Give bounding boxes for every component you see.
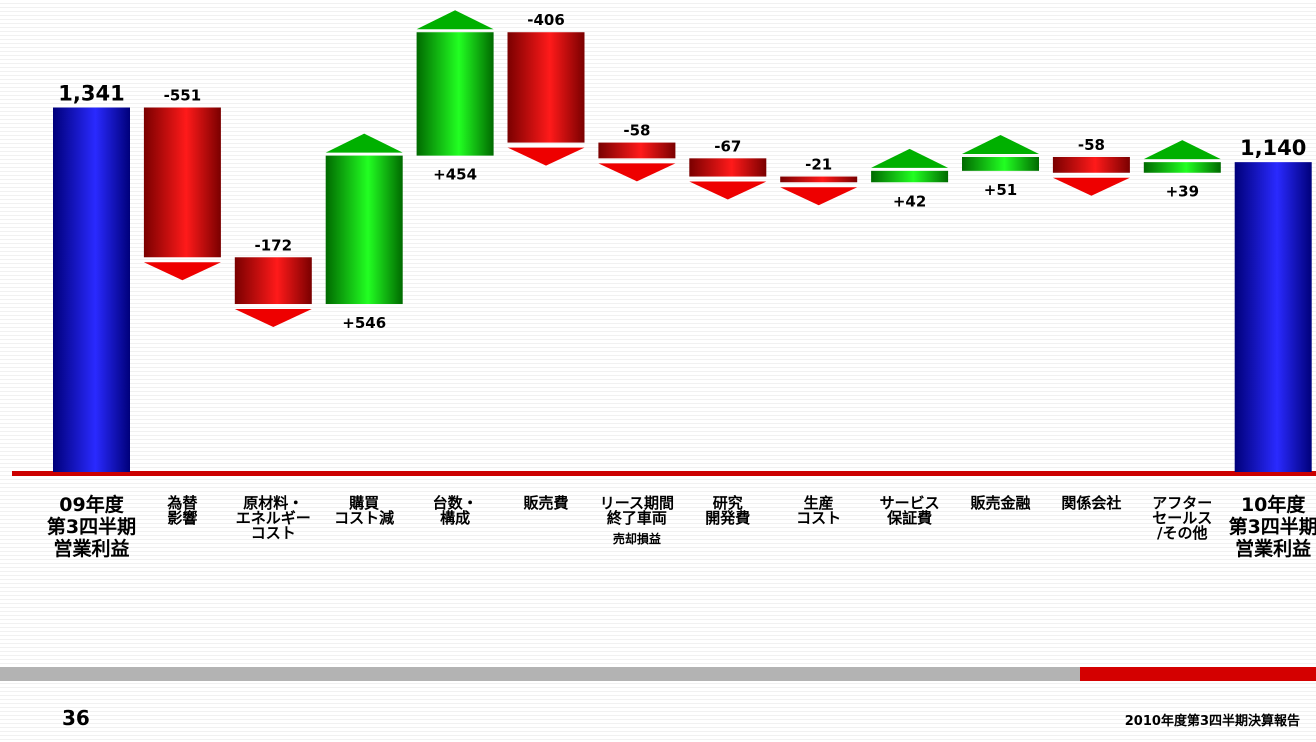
bar-decrease-7 <box>689 158 767 177</box>
category-text-5: 販売費 <box>523 494 569 512</box>
category-text-12: アフター セールス /その他 <box>1152 494 1213 542</box>
arrow-down-7 <box>689 181 767 200</box>
arrow-down-2 <box>234 309 312 328</box>
data-label-8: -21 <box>805 156 832 174</box>
category-text-7: 研究 開発費 <box>705 494 751 527</box>
data-label-4: +454 <box>433 166 477 184</box>
footer-band-red <box>1080 667 1316 681</box>
data-label-5: -406 <box>527 11 565 29</box>
category-label-1: 為替 影響 <box>136 496 228 526</box>
chart-svg: 1,341 -551 -172 +546 +454 -406 -58 -67 -21 +42 +51… <box>12 10 1316 476</box>
category-text-4: 台数・ 構成 <box>432 494 478 527</box>
category-text-3: 購買 コスト減 <box>334 494 395 527</box>
category-label-0: 09年度 第3四半期 営業利益 <box>37 494 147 560</box>
category-text-0: 09年度 第3四半期 営業利益 <box>46 494 137 560</box>
category-text-13: 10年度 第3四半期 営業利益 <box>1228 494 1316 560</box>
waterfall-chart: 1,341 -551 -172 +546 +454 -406 -58 -67 -21 +42 +51… <box>12 10 1316 560</box>
category-text-10: 販売金融 <box>970 494 1031 512</box>
category-text-6: リース期間 終了車両 <box>599 494 675 527</box>
category-label-5: 販売費 <box>500 496 592 511</box>
bar-decrease-2 <box>234 257 312 305</box>
arrow-up-10 <box>962 134 1039 154</box>
category-label-12: アフター セールス /その他 <box>1136 496 1228 541</box>
bar-increase-4 <box>416 32 494 156</box>
category-label-11: 関係会社 <box>1045 496 1137 511</box>
category-text-2: 原材料・ エネルギー コスト <box>235 494 311 542</box>
arrow-down-6 <box>598 163 676 182</box>
bar-increase-9 <box>871 170 949 183</box>
category-text-1: 為替 影響 <box>167 494 198 527</box>
bar-increase-3 <box>325 155 403 305</box>
bar-total-0 <box>53 107 130 472</box>
bar-decrease-1 <box>143 107 221 258</box>
category-label-7: 研究 開発費 <box>682 496 774 526</box>
category-label-2: 原材料・ エネルギー コスト <box>227 496 319 541</box>
footer-title: 2010年度第3四半期決算報告 <box>1124 714 1300 729</box>
arrow-down-8 <box>780 187 858 206</box>
category-text-11: 関係会社 <box>1061 494 1122 512</box>
arrow-down-1 <box>143 262 221 281</box>
arrow-down-11 <box>1052 177 1130 196</box>
data-label-10: +51 <box>984 181 1017 199</box>
arrow-up-3 <box>325 133 403 153</box>
bar-total-13 <box>1234 162 1312 472</box>
bar-decrease-6 <box>598 142 676 159</box>
arrow-up-9 <box>871 148 949 168</box>
category-text-8: 生産 コスト <box>796 494 842 527</box>
page-number: 36 <box>62 706 90 730</box>
data-label-7: -67 <box>714 137 741 155</box>
bar-increase-10 <box>962 156 1039 171</box>
bar-decrease-5 <box>507 32 585 143</box>
arrow-up-4 <box>416 10 494 30</box>
data-label-0: 1,341 <box>58 82 124 106</box>
data-label-1: -551 <box>164 87 202 105</box>
bar-increase-12 <box>1143 162 1221 173</box>
category-label-8: 生産 コスト <box>773 496 865 526</box>
category-text-9: サービス 保証費 <box>879 494 940 527</box>
data-label-12: +39 <box>1166 183 1199 201</box>
category-label-6: リース期間 終了車両売却損益 <box>591 496 683 547</box>
category-label-4: 台数・ 構成 <box>409 496 501 526</box>
category-subtext-6: 売却損益 <box>612 532 661 546</box>
category-label-3: 購買 コスト減 <box>318 496 410 526</box>
baseline-axis <box>12 471 1316 476</box>
data-label-2: -172 <box>255 236 293 254</box>
data-label-6: -58 <box>623 122 650 140</box>
arrow-down-5 <box>507 147 585 166</box>
category-label-10: 販売金融 <box>955 496 1047 511</box>
arrow-up-12 <box>1143 140 1221 160</box>
data-label-11: -58 <box>1078 136 1105 154</box>
footer-band-gray <box>0 667 1080 681</box>
category-label-13: 10年度 第3四半期 営業利益 <box>1218 494 1316 560</box>
bar-decrease-11 <box>1052 156 1130 173</box>
bar-decrease-8 <box>780 176 858 183</box>
data-label-13: 1,140 <box>1240 136 1306 160</box>
data-label-3: +546 <box>342 314 386 332</box>
category-label-9: サービス 保証費 <box>864 496 956 526</box>
data-label-9: +42 <box>893 192 926 210</box>
